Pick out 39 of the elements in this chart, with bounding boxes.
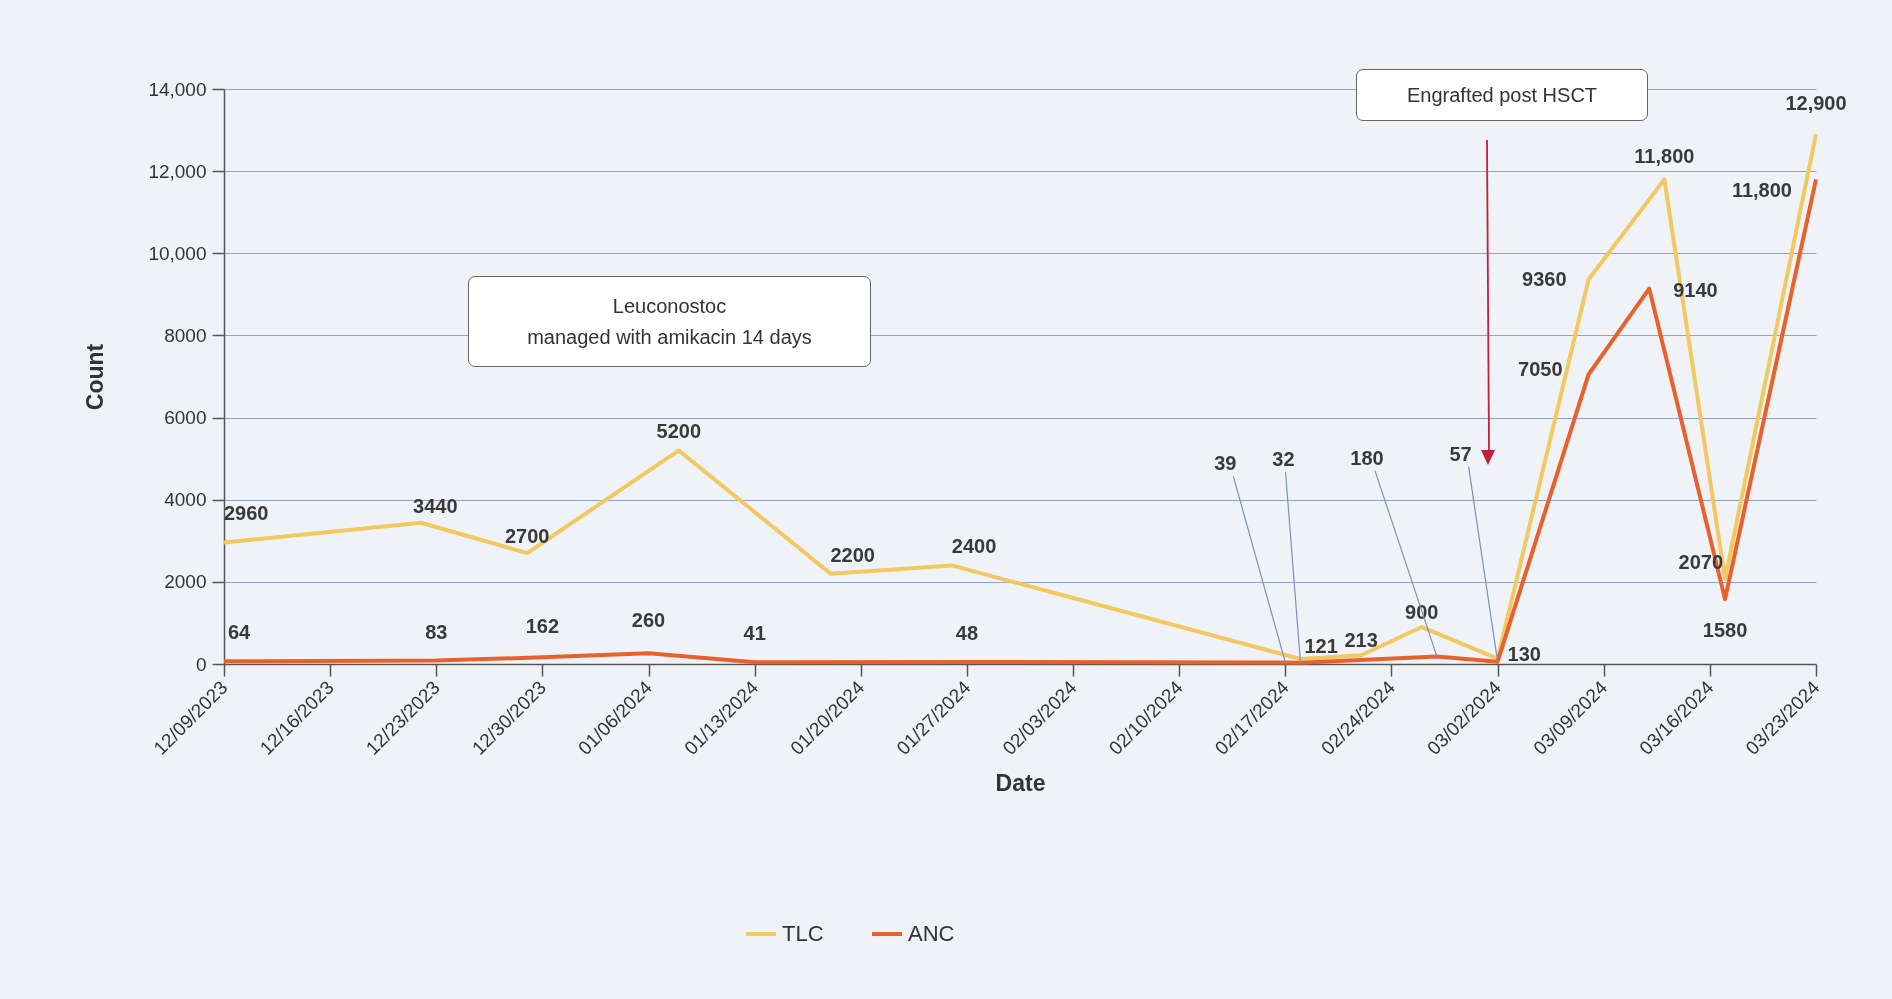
- data-label: 5200: [656, 420, 702, 443]
- data-label: 41: [743, 622, 766, 645]
- data-label: 162: [525, 615, 560, 638]
- data-label: 11,800: [1634, 145, 1695, 168]
- data-label: 260: [631, 609, 666, 632]
- y-tick-label: 2000: [164, 571, 207, 593]
- data-label: 130: [1507, 642, 1541, 665]
- data-label: 2700: [504, 525, 550, 548]
- y-tick-label: 4000: [164, 489, 207, 511]
- y-tick-label: 14,000: [148, 78, 207, 100]
- data-label: 7050: [1518, 358, 1563, 381]
- data-label: 2400: [951, 535, 997, 558]
- data-label: 39: [1214, 452, 1237, 475]
- y-tick-label: 10,000: [148, 242, 207, 264]
- legend-label: ANC: [908, 921, 955, 946]
- data-label: 11,800: [1731, 179, 1792, 202]
- data-label: 12,900: [1785, 92, 1847, 115]
- data-label: 57: [1449, 442, 1472, 465]
- data-label: 2200: [830, 543, 875, 566]
- data-label: 9360: [1522, 267, 1567, 290]
- data-label: 48: [955, 622, 979, 645]
- y-tick-label: 0: [195, 653, 207, 675]
- text-box: Leuconostoc managed with amikacin 14 days: [468, 276, 871, 367]
- y-tick-label: 12,000: [148, 160, 207, 182]
- legend-label: TLC: [782, 921, 824, 946]
- text-box: Engrafted post HSCT: [1356, 69, 1648, 121]
- y-tick-label: 8000: [164, 324, 207, 346]
- data-label: 180: [1350, 446, 1384, 469]
- data-label: 3440: [413, 494, 458, 517]
- data-label: 64: [228, 621, 252, 644]
- y-tick-label: 6000: [164, 407, 207, 429]
- y-axis-title: Count: [82, 343, 109, 411]
- data-label: 83: [425, 620, 448, 643]
- data-label: 32: [1272, 447, 1295, 470]
- data-label: 213: [1344, 629, 1378, 652]
- x-axis-title: Date: [995, 769, 1046, 796]
- data-label: 900: [1405, 601, 1439, 624]
- data-label: 1580: [1702, 619, 1748, 642]
- data-label: 121: [1304, 635, 1338, 658]
